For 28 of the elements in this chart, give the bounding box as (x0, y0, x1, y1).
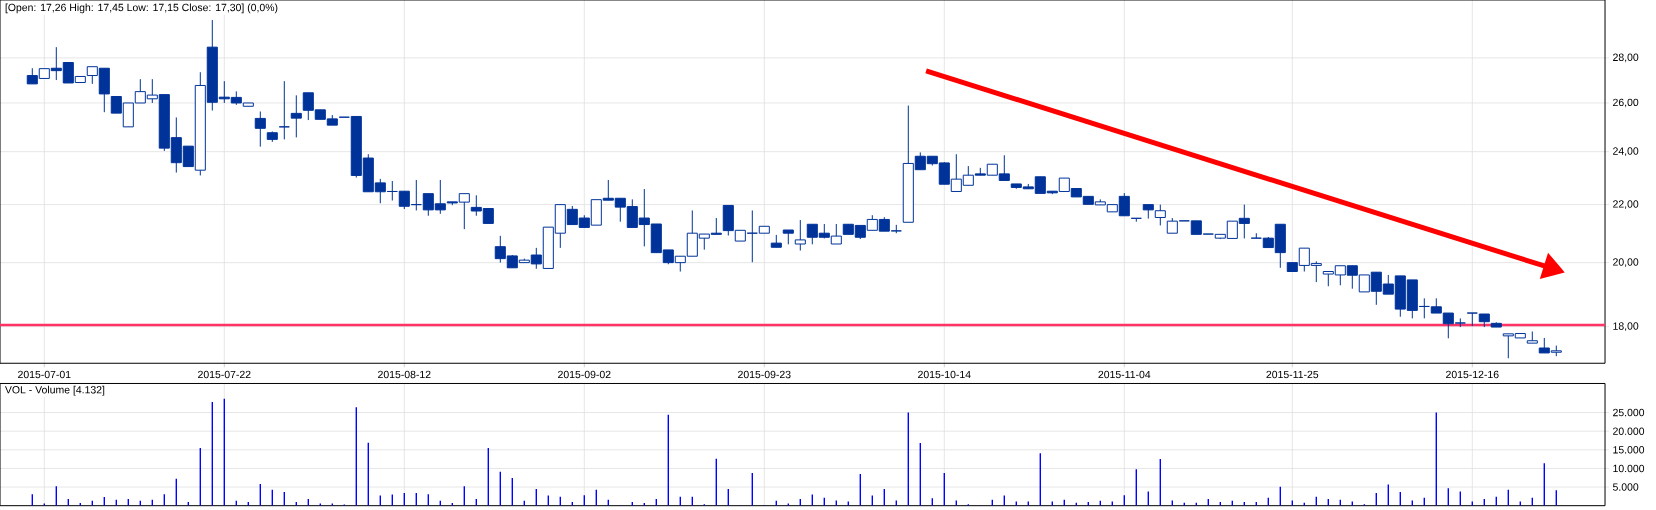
x-tick-label: 2015-12-16 (1446, 370, 1499, 379)
y-tick-label: 18,00 (1613, 322, 1639, 332)
candlestick (290, 94, 302, 138)
candlestick (1130, 217, 1142, 223)
y-tick-label: 26,00 (1613, 98, 1639, 108)
x-tick-label: 2015-08-12 (378, 370, 431, 379)
x-tick-label: 2015-09-23 (738, 370, 791, 379)
y-tick-label: 15.000 (1613, 446, 1645, 454)
chart-title: VOL - Volume [4.132] (4, 385, 105, 396)
candlestick (254, 110, 266, 148)
x-tick-label: 2015-07-22 (198, 370, 251, 379)
x-tick-label: 2015-07-01 (18, 370, 71, 379)
candlestick (278, 80, 290, 140)
y-tick-label: 20,00 (1613, 258, 1639, 267)
x-tick-label: 2015-11-25 (1266, 370, 1319, 379)
y-tick-label: 25.000 (1613, 408, 1645, 417)
y-tick-label: 10.000 (1613, 464, 1645, 473)
y-tick-label: 20.000 (1613, 427, 1645, 435)
x-tick-label: 2015-09-02 (558, 370, 611, 379)
chart-title: [Open: 17,26 High: 17,45 Low: 17,15 Close: 17,30] (0,0%) (5, 3, 278, 14)
x-tick-label: 2015-11-04 (1098, 370, 1151, 379)
y-tick-label: 28,00 (1613, 53, 1639, 63)
y-tick-label: 24,00 (1613, 147, 1639, 157)
y-tick-label: 22,00 (1613, 200, 1639, 209)
candlestick (794, 219, 806, 252)
y-tick-label: 5.000 (1612, 483, 1639, 491)
candlestick (1466, 312, 1478, 327)
x-tick-label: 2015-10-14 (918, 370, 971, 379)
